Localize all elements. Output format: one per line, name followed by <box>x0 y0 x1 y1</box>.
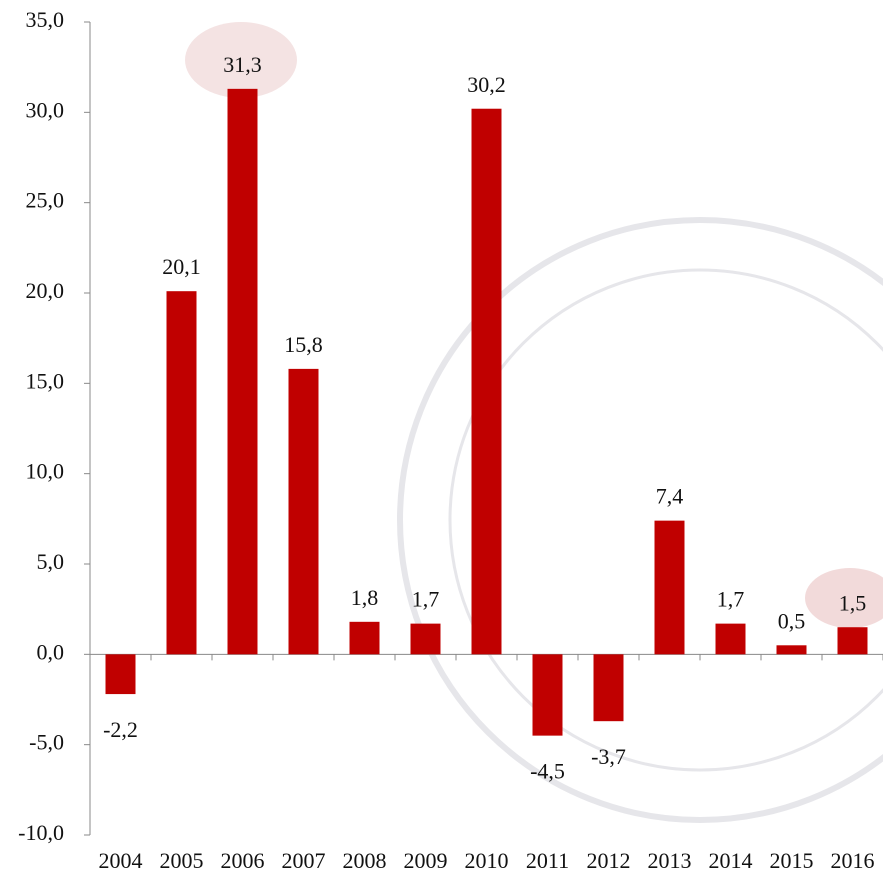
x-tick-label: 2008 <box>343 848 387 873</box>
bar <box>166 291 197 655</box>
y-tick-label: 15,0 <box>26 368 65 393</box>
y-tick-label: 35,0 <box>26 7 65 32</box>
x-tick-label: 2010 <box>465 848 509 873</box>
y-tick-label: 20,0 <box>26 278 65 303</box>
data-label: 15,8 <box>284 332 323 357</box>
y-tick-label: 0,0 <box>37 639 65 664</box>
bar <box>471 108 502 655</box>
x-tick-label: 2011 <box>526 848 569 873</box>
bar <box>410 623 441 655</box>
bar <box>654 520 685 655</box>
data-label: 30,2 <box>467 72 506 97</box>
bar <box>715 623 746 655</box>
data-label: 31,3 <box>223 52 262 77</box>
y-tick-label: -10,0 <box>18 820 64 845</box>
bar <box>105 654 136 695</box>
x-tick-label: 2009 <box>404 848 448 873</box>
x-tick-label: 2005 <box>160 848 204 873</box>
bar <box>593 654 624 722</box>
x-tick-label: 2012 <box>587 848 631 873</box>
x-tick-label: 2007 <box>282 848 326 873</box>
y-tick-label: 10,0 <box>26 459 65 484</box>
x-tick-label: 2006 <box>221 848 265 873</box>
y-tick-label: -5,0 <box>29 730 64 755</box>
bar <box>837 627 868 655</box>
x-tick-label: 2013 <box>648 848 692 873</box>
highlight <box>805 568 883 628</box>
data-label: -3,7 <box>591 744 626 769</box>
bar <box>349 621 380 655</box>
highlight <box>185 22 297 98</box>
data-label: -2,2 <box>103 717 138 742</box>
data-label: 0,5 <box>778 608 806 633</box>
data-label: 7,4 <box>656 484 684 509</box>
x-tick-label: 2015 <box>770 848 814 873</box>
y-tick-label: 30,0 <box>26 97 65 122</box>
x-tick-label: 2014 <box>709 848 753 873</box>
bar <box>227 88 258 655</box>
bar <box>776 645 807 655</box>
y-tick-label: 5,0 <box>37 549 65 574</box>
data-label: 1,5 <box>839 590 867 615</box>
bar <box>532 654 563 736</box>
watermark <box>397 217 883 823</box>
data-label: -4,5 <box>530 759 565 784</box>
data-label: 1,8 <box>351 585 379 610</box>
data-label: 1,7 <box>717 587 745 612</box>
data-label: 20,1 <box>162 254 201 279</box>
data-label: 1,7 <box>412 587 440 612</box>
y-tick-label: 25,0 <box>26 188 65 213</box>
x-tick-label: 2016 <box>831 848 875 873</box>
x-tick-label: 2004 <box>99 848 143 873</box>
bar <box>288 368 319 655</box>
